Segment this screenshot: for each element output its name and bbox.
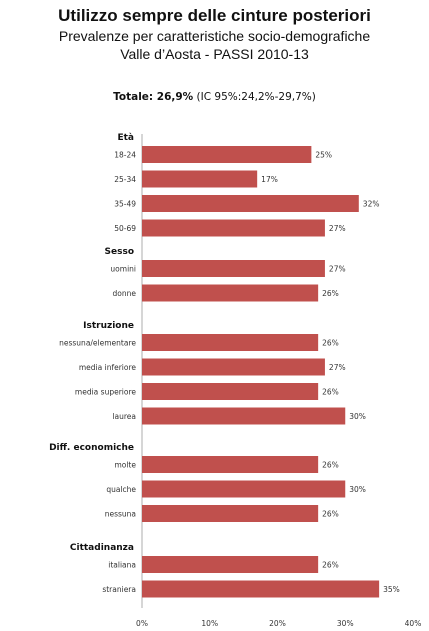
category-label: 50-69	[114, 224, 136, 233]
x-tick-label: 30%	[337, 619, 354, 628]
bar	[142, 383, 319, 400]
category-label: 35-49	[114, 200, 136, 209]
group-label: Età	[117, 133, 134, 143]
category-label: straniera	[102, 585, 136, 594]
group-label: Istruzione	[83, 321, 134, 331]
category-label: nessuna/elementare	[59, 339, 136, 348]
bar	[142, 505, 319, 522]
data-label: 25%	[315, 151, 332, 160]
category-label: molte	[114, 461, 136, 470]
data-label: 30%	[349, 412, 366, 421]
x-tick-label: 10%	[201, 619, 218, 628]
category-label: italiana	[108, 561, 136, 570]
data-label: 27%	[329, 265, 346, 274]
bar	[142, 260, 325, 277]
bar	[142, 456, 319, 473]
data-label: 26%	[322, 388, 339, 397]
total-summary: Totale: 26,9% (IC 95%:24,2%-29,7%)	[0, 91, 429, 103]
bar	[142, 170, 258, 188]
total-ci: (IC 95%:24,2%-29,7%)	[196, 91, 316, 103]
bar	[142, 195, 359, 212]
data-label: 26%	[322, 289, 339, 298]
bar	[142, 580, 380, 598]
group-label: Sesso	[105, 247, 134, 257]
bar	[142, 358, 325, 376]
category-label: 18-24	[114, 151, 136, 160]
data-label: 26%	[322, 461, 339, 470]
category-label: media superiore	[75, 388, 136, 397]
data-label: 32%	[363, 200, 380, 209]
group-label: Diff. economiche	[49, 443, 134, 453]
bar	[142, 556, 319, 573]
bar	[142, 480, 346, 498]
category-label: donne	[113, 289, 137, 298]
chart-subtitle-line2: Valle d’Aosta - PASSI 2010-13	[120, 46, 309, 62]
x-tick-label: 0%	[136, 619, 148, 628]
data-label: 26%	[322, 339, 339, 348]
bar	[142, 146, 312, 163]
category-label: laurea	[112, 412, 136, 421]
category-label: qualche	[106, 485, 136, 494]
bar	[142, 407, 346, 425]
total-label: Totale: 26,9%	[113, 91, 194, 103]
data-label: 27%	[329, 363, 346, 372]
chart-subtitle-line1: Prevalenze per caratteristiche socio-dem…	[58, 28, 371, 44]
data-label: 26%	[322, 561, 339, 570]
category-label: 25-34	[114, 175, 136, 184]
data-label: 17%	[261, 175, 278, 184]
data-label: 35%	[383, 585, 400, 594]
chart-title: Utilizzo sempre delle cinture posteriori	[58, 6, 371, 25]
bar	[142, 219, 325, 237]
x-tick-label: 20%	[269, 619, 286, 628]
group-label: Cittadinanza	[70, 543, 134, 553]
x-tick-label: 40%	[405, 619, 422, 628]
bar	[142, 284, 319, 302]
bar	[142, 334, 319, 351]
data-label: 30%	[349, 485, 366, 494]
category-label: nessuna	[105, 510, 136, 519]
data-label: 27%	[329, 224, 346, 233]
data-label: 26%	[322, 510, 339, 519]
category-label: uomini	[110, 265, 136, 274]
category-label: media inferiore	[79, 363, 137, 372]
